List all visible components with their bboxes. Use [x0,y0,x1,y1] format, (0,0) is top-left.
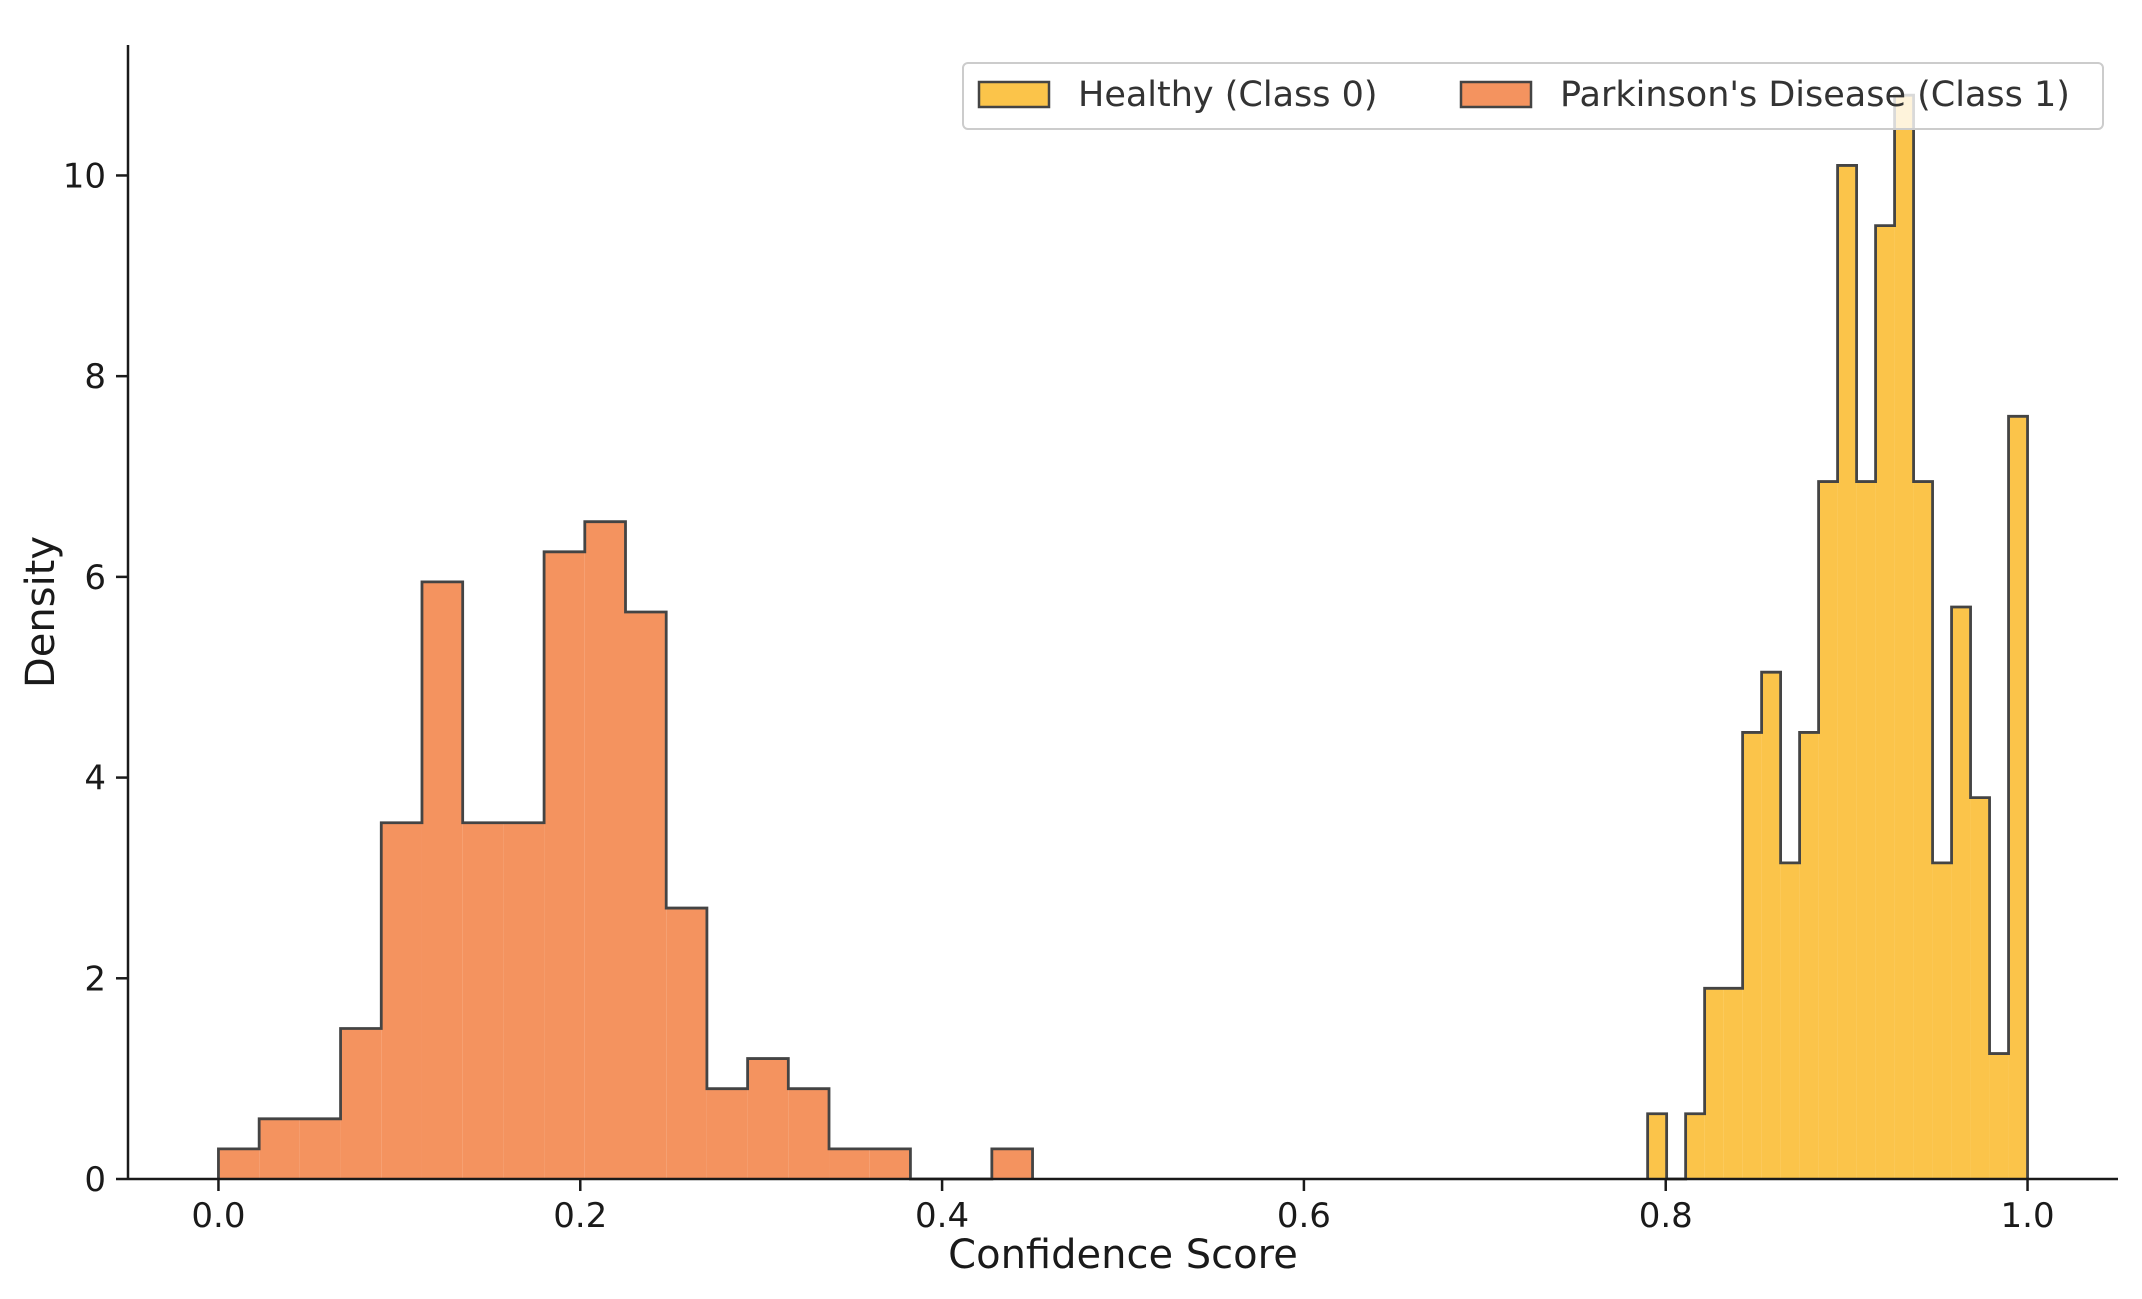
y-tick-label: 8 [84,357,106,397]
x-tick-label: 0.4 [915,1196,969,1236]
bar-healthy [1913,481,1933,1180]
x-tick-label: 0.8 [1639,1196,1693,1236]
bar-healthy [2008,416,2028,1180]
bar-parkinsons [991,1148,1033,1179]
legend-label-healthy: Healthy (Class 0) [1078,75,1378,115]
x-axis-label: Confidence Score [948,1232,1298,1278]
x-tick-label: 0.0 [191,1196,245,1236]
legend-label-parkinsons: Parkinson's Disease (Class 1) [1560,75,2070,115]
series-healthy [1646,93,2029,1181]
legend-swatch-healthy [977,80,1051,109]
bar-healthy [1989,1053,2009,1179]
bar-healthy [1837,165,1857,1179]
outline-parkinsons [217,520,1034,1181]
outline-healthy [1646,93,2029,1181]
bar-parkinsons [421,581,463,1179]
y-ticks: 0 2 4 6 8 10 [63,156,128,1200]
x-tick-label: 1.0 [2001,1196,2055,1236]
legend-swatch-parkinsons [1459,80,1533,109]
y-axis-label: Density [18,536,64,688]
bar-healthy [1704,988,1724,1179]
bar-parkinsons [706,1088,748,1179]
bar-healthy [1951,606,1971,1179]
y-tick-label: 10 [63,156,106,196]
series-parkinsons [217,520,1034,1181]
histogram-bars [217,93,2029,1181]
y-tick-label: 2 [84,959,106,999]
bar-healthy [1932,862,1952,1179]
bar-healthy [1685,1113,1705,1179]
y-tick-label: 0 [84,1160,106,1200]
bar-healthy [1875,225,1895,1180]
bar-parkinsons [625,612,667,1179]
bar-healthy [1856,481,1876,1180]
bar-healthy [1818,481,1838,1180]
bar-healthy [1799,732,1819,1179]
bar-parkinsons [462,822,504,1179]
bar-healthy [1723,988,1743,1179]
bar-parkinsons [340,1028,382,1179]
bar-parkinsons [259,1118,300,1179]
x-tick-label: 0.6 [1277,1196,1331,1236]
bar-parkinsons [218,1148,260,1179]
bar-parkinsons [544,551,585,1179]
bar-parkinsons [747,1058,789,1179]
bar-parkinsons [666,908,707,1179]
bar-healthy [1894,95,1914,1179]
bar-parkinsons [869,1148,911,1179]
bar-healthy [1647,1113,1667,1179]
y-tick-label: 4 [84,759,106,799]
bar-healthy [1970,797,1990,1179]
bar-parkinsons [829,1148,870,1179]
bar-parkinsons [299,1118,341,1179]
bar-healthy [1742,732,1762,1179]
bar-healthy [1780,862,1800,1179]
bar-healthy [1761,672,1781,1179]
y-tick-label: 6 [84,558,106,598]
legend-frame [962,62,2104,130]
bar-parkinsons [503,822,545,1179]
bar-parkinsons [584,521,626,1179]
bar-parkinsons [381,822,422,1179]
x-ticks: 0.0 0.2 0.4 0.6 0.8 1.0 [191,1179,2055,1236]
legend: Healthy (Class 0) Parkinson's Disease (C… [962,62,2104,130]
x-tick-label: 0.2 [553,1196,607,1236]
axes [126,45,2118,1181]
bar-parkinsons [788,1088,830,1179]
